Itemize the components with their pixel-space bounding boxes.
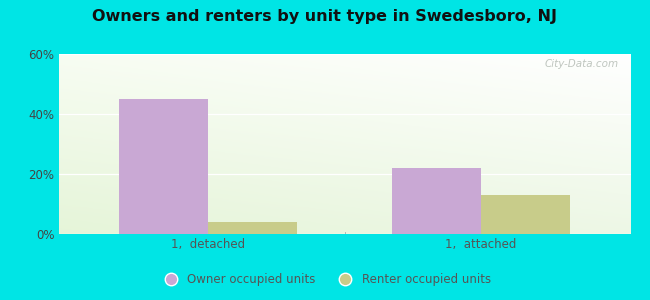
Bar	[392, 168, 481, 234]
Text: Owners and renters by unit type in Swedesboro, NJ: Owners and renters by unit type in Swede…	[92, 9, 558, 24]
Text: City-Data.com: City-Data.com	[545, 59, 619, 69]
Bar	[481, 195, 570, 234]
Bar	[119, 99, 208, 234]
Bar	[208, 222, 297, 234]
Legend: Owner occupied units, Renter occupied units: Owner occupied units, Renter occupied un…	[154, 269, 496, 291]
